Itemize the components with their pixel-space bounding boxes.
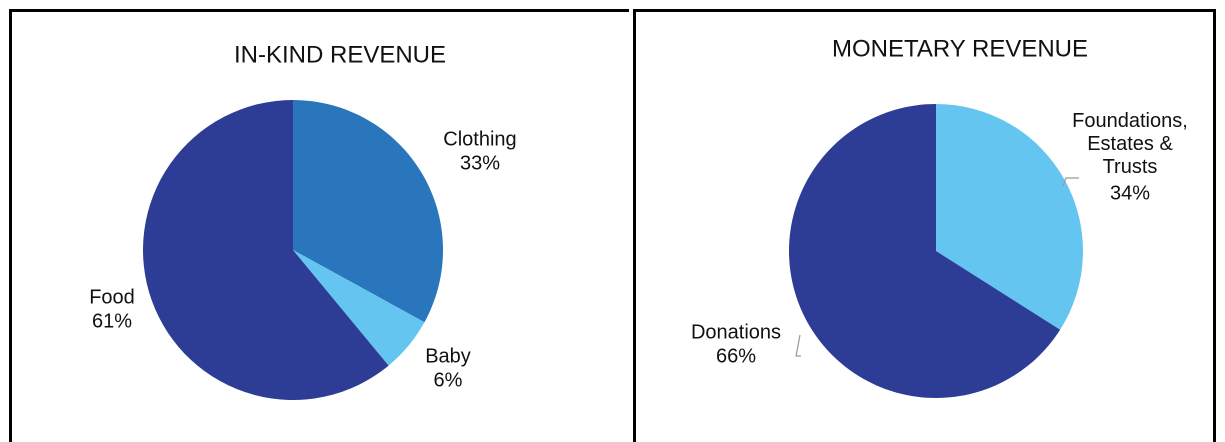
category-label: Clothing: [443, 128, 516, 150]
right-panel: [633, 9, 1216, 442]
category-label: Foundations, Estates & Trusts: [1072, 110, 1188, 178]
pie-slice: [293, 100, 444, 323]
chart-title: IN-KIND REVENUE: [234, 41, 446, 68]
pie-slice: [936, 104, 1083, 330]
chart-title: MONETARY REVENUE: [832, 35, 1088, 62]
value-label: 33%: [460, 152, 500, 174]
value-label: 66%: [716, 345, 756, 367]
leader-line: [1062, 177, 1079, 187]
category-label: Food: [89, 286, 135, 308]
pie-slice: [293, 250, 425, 366]
value-label: 6%: [434, 369, 463, 391]
data-label: Foundations, Estates & Trusts 34%: [1072, 110, 1188, 204]
left-panel: [9, 9, 629, 442]
pie-slice: [143, 100, 389, 400]
category-label: Baby: [425, 345, 471, 367]
leader-line: [795, 334, 801, 357]
category-label: Donations: [691, 321, 781, 343]
value-label: 34%: [1110, 182, 1150, 204]
pie-slice: [788, 104, 1061, 399]
value-label: 61%: [92, 310, 132, 332]
